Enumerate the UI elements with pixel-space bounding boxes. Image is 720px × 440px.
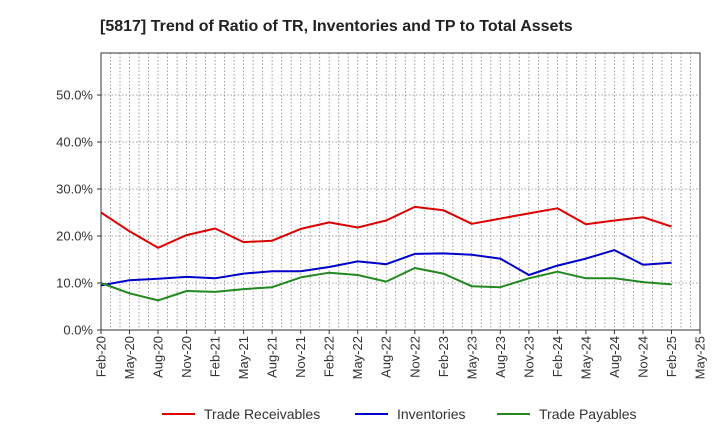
x-tick-label: Aug-21 (265, 336, 280, 378)
x-tick-label: May-25 (693, 336, 708, 379)
x-tick-label: Feb-24 (550, 336, 565, 377)
chart-title: [5817] Trend of Ratio of TR, Inventories… (100, 18, 573, 35)
y-tick-label: 10.0% (56, 276, 93, 291)
x-tick-label: Nov-24 (636, 336, 651, 378)
x-tick-label: May-24 (578, 336, 593, 379)
series-line-trade-payables (100, 267, 672, 302)
y-tick-label: 50.0% (56, 88, 93, 103)
series-line-inventories (100, 249, 672, 287)
x-tick-label: Nov-20 (179, 336, 194, 378)
y-tick-label: 20.0% (56, 229, 93, 244)
x-tick-label: Feb-20 (94, 336, 109, 377)
x-tick-label: Nov-21 (293, 336, 308, 378)
x-tick-label: Aug-22 (379, 336, 394, 378)
plot-area (100, 52, 701, 331)
x-tick-label: Feb-23 (436, 336, 451, 377)
y-axis: 0.0% 10.0% 20.0% 30.0% 40.0% 50.0% (56, 88, 101, 338)
x-tick-label: May-20 (122, 336, 137, 379)
grid (101, 53, 700, 330)
x-tick-label: Aug-20 (151, 336, 166, 378)
legend: Trade Receivables Inventories Trade Payabl… (162, 406, 637, 422)
x-tick-label: May-21 (236, 336, 251, 379)
y-tick-label: 0.0% (63, 323, 93, 338)
x-tick-label: May-22 (350, 336, 365, 379)
x-tick-label: Feb-21 (208, 336, 223, 377)
series-line-trade-receivables (100, 205, 672, 249)
y-tick-label: 40.0% (56, 135, 93, 150)
x-tick-label: Feb-25 (664, 336, 679, 377)
y-tick-label: 30.0% (56, 182, 93, 197)
x-tick-label: Nov-22 (407, 336, 422, 378)
x-tick-label: Aug-24 (607, 336, 622, 378)
x-tick-label: Aug-23 (493, 336, 508, 378)
x-tick-label: Nov-23 (521, 336, 536, 378)
legend-label-trade-receivables: Trade Receivables (204, 406, 320, 422)
x-axis: Feb-20 May-20 Aug-20 Nov-20 Feb-21 May-21 Aug-… (94, 330, 708, 379)
x-tick-label: Feb-22 (322, 336, 337, 377)
series-lines (100, 205, 672, 302)
legend-label-inventories: Inventories (397, 406, 465, 422)
legend-label-trade-payables: Trade Payables (539, 406, 637, 422)
x-tick-label: May-23 (464, 336, 479, 379)
